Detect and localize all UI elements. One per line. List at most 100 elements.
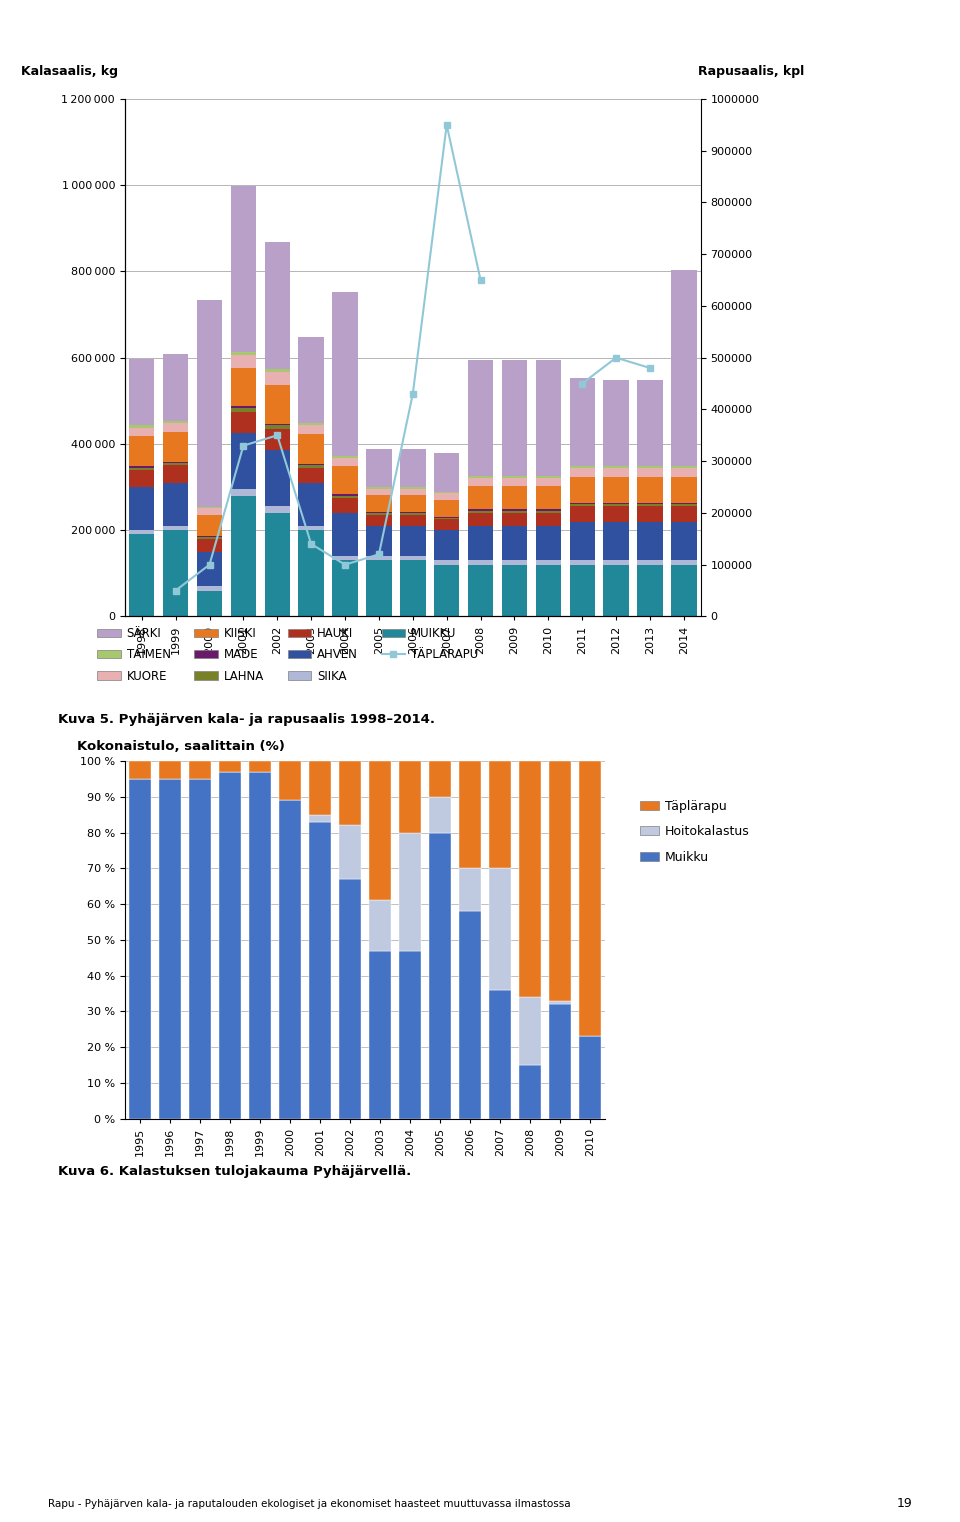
Text: Rapusaalis, kpl: Rapusaalis, kpl <box>698 65 804 78</box>
Bar <box>671 469 697 476</box>
TÄPLÄRAPU <box>170 581 181 600</box>
Bar <box>366 513 392 514</box>
Bar <box>129 437 155 466</box>
Bar <box>265 371 290 385</box>
Bar <box>428 833 451 1119</box>
Bar <box>489 868 511 989</box>
Text: Kuva 6. Kalastuksen tulojakauma Pyhäjärvellä.: Kuva 6. Kalastuksen tulojakauma Pyhäjärv… <box>58 1164 411 1178</box>
Bar <box>339 825 361 880</box>
Bar <box>339 880 361 1119</box>
Bar <box>163 530 188 616</box>
Bar <box>163 422 188 423</box>
Bar <box>369 901 391 951</box>
Bar <box>637 466 662 469</box>
Bar <box>637 560 662 565</box>
Bar <box>400 495 425 513</box>
Bar <box>219 772 241 1119</box>
Bar <box>230 352 256 355</box>
Bar <box>536 527 561 560</box>
Bar <box>569 466 595 469</box>
Bar <box>468 476 493 478</box>
Bar <box>197 591 222 616</box>
Bar <box>129 467 155 470</box>
Bar <box>579 761 601 1036</box>
Bar <box>459 912 481 1119</box>
Bar <box>369 951 391 1119</box>
Bar <box>502 565 527 616</box>
Bar <box>299 425 324 434</box>
TÄPLÄRAPU <box>407 385 419 403</box>
TÄPLÄRAPU <box>611 349 622 367</box>
Bar <box>671 522 697 560</box>
Bar <box>536 565 561 616</box>
Bar <box>400 489 425 495</box>
Bar <box>400 449 425 487</box>
TÄPLÄRAPU <box>576 374 588 393</box>
Bar <box>332 466 358 495</box>
Bar <box>197 586 222 591</box>
Bar <box>434 493 460 499</box>
Bar <box>129 359 155 425</box>
Bar <box>428 761 451 798</box>
Bar <box>434 519 460 530</box>
Text: 19: 19 <box>897 1496 912 1510</box>
Bar <box>569 565 595 616</box>
Bar <box>502 486 527 510</box>
Bar <box>671 269 697 466</box>
Bar <box>468 359 493 476</box>
Bar <box>278 801 301 1119</box>
Bar <box>158 761 181 779</box>
TÄPLÄRAPU <box>238 437 250 455</box>
Bar <box>671 565 697 616</box>
Bar <box>129 534 155 616</box>
Bar <box>129 530 155 534</box>
Bar <box>265 451 290 507</box>
TÄPLÄRAPU <box>272 426 283 444</box>
Bar <box>536 359 561 476</box>
Bar <box>366 495 392 513</box>
Bar <box>129 470 155 487</box>
Bar <box>249 772 271 1119</box>
Bar <box>197 539 222 552</box>
Bar <box>230 496 256 616</box>
Legend: Täplärapu, Hoitokalastus, Muikku: Täplärapu, Hoitokalastus, Muikku <box>636 794 755 869</box>
Bar <box>536 511 561 513</box>
Bar <box>400 560 425 616</box>
Bar <box>502 478 527 486</box>
Bar <box>129 761 151 779</box>
Bar <box>502 359 527 476</box>
Bar <box>518 1065 541 1119</box>
Bar <box>129 428 155 437</box>
Bar <box>468 511 493 513</box>
Bar <box>308 761 331 814</box>
Bar <box>434 454 460 492</box>
Bar <box>339 761 361 825</box>
Text: Rapu - Pyhäjärven kala- ja raputalouden ekologiset ja ekonomiset haasteet muuttu: Rapu - Pyhäjärven kala- ja raputalouden … <box>48 1499 570 1508</box>
Bar <box>569 522 595 560</box>
Bar <box>299 482 324 527</box>
Legend: SÄRKI, TAIMEN, KUORE, KIISKI, MADE, LAHNA, HAUKI, AHVEN, SIIKA, MUIKKU, TÄPLÄRAP: SÄRKI, TAIMEN, KUORE, KIISKI, MADE, LAHN… <box>92 622 483 688</box>
Bar <box>332 513 358 556</box>
Bar <box>278 761 301 801</box>
Bar <box>299 336 324 423</box>
Bar <box>604 522 629 560</box>
Bar <box>230 186 256 352</box>
Bar <box>637 380 662 466</box>
Bar <box>219 761 241 772</box>
Bar <box>332 498 358 513</box>
Bar <box>299 527 324 530</box>
Bar <box>400 556 425 560</box>
Bar <box>129 425 155 428</box>
Bar <box>163 482 188 527</box>
Bar <box>230 406 256 408</box>
Text: Kalasaalis, kg: Kalasaalis, kg <box>21 65 118 78</box>
Bar <box>163 466 188 482</box>
Bar <box>299 530 324 616</box>
Bar <box>637 469 662 476</box>
Bar <box>188 761 211 779</box>
Bar <box>265 242 290 370</box>
Bar <box>366 514 392 527</box>
Bar <box>265 370 290 371</box>
Bar <box>332 496 358 498</box>
Bar <box>265 429 290 451</box>
